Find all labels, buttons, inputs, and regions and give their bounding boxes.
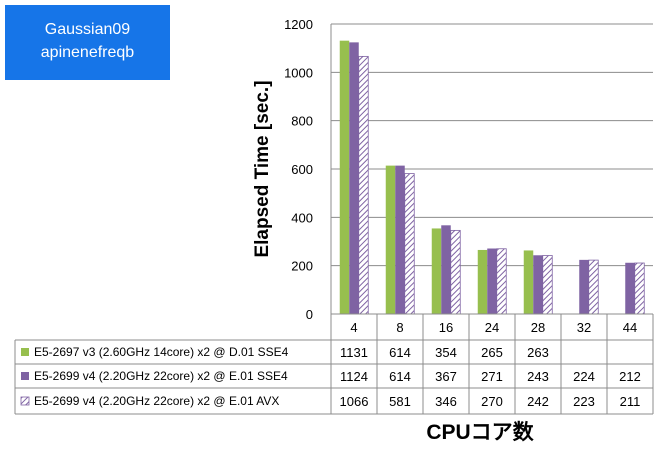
bar-series-3 (542, 255, 553, 315)
data-label: 224 (573, 369, 595, 384)
legend-key-1 (21, 348, 29, 356)
legend-entry: E5-2699 v4 (2.20GHz 22core) x2 @ E.01 AV… (34, 394, 279, 408)
bar-series-2 (349, 42, 359, 314)
bar-series-2 (533, 255, 543, 314)
data-label: 1131 (340, 345, 368, 360)
bar-series-2 (579, 259, 589, 314)
data-label: 223 (573, 394, 595, 409)
x-tick-label: 28 (531, 320, 545, 335)
y-tick-label: 400 (291, 210, 313, 225)
bar-series-3 (358, 55, 369, 315)
y-tick-label: 1200 (284, 17, 313, 32)
x-tick-label: 24 (485, 320, 499, 335)
data-label: 1066 (340, 394, 369, 409)
y-tick-label: 1000 (284, 65, 313, 80)
bar-series-3 (450, 229, 461, 315)
x-tick-label: 8 (396, 320, 403, 335)
x-tick-label: 44 (623, 320, 637, 335)
y-axis-label: Elapsed Time [sec.] (252, 80, 273, 257)
data-label: 242 (527, 394, 549, 409)
title-line-2: apinenefreqb (40, 44, 135, 61)
bar-series-2 (625, 262, 635, 314)
bar-series-1 (385, 165, 396, 314)
bar-series-3 (634, 262, 645, 315)
bar-series-1 (523, 250, 534, 314)
bar-series-1 (477, 249, 488, 314)
data-label: 271 (481, 369, 503, 384)
bar-series-3 (496, 248, 507, 315)
x-axis-label: CPUコア数 (426, 421, 534, 444)
legend-key-2 (21, 372, 29, 380)
bar-series-2 (487, 248, 497, 314)
y-tick-label: 0 (306, 307, 313, 322)
x-tick-label: 32 (577, 320, 591, 335)
data-label: 243 (527, 369, 549, 384)
y-tick-label: 600 (291, 162, 313, 177)
bar-series-1 (431, 228, 442, 314)
data-label: 211 (620, 394, 641, 409)
legend-entry: E5-2699 v4 (2.20GHz 22core) x2 @ E.01 SS… (34, 369, 288, 383)
bar-series-2 (441, 225, 451, 314)
data-label: 581 (389, 394, 411, 409)
data-label: 1124 (340, 369, 368, 384)
chart-title-box: Gaussian09 apinenefreqb (5, 5, 170, 80)
title-line-1: Gaussian09 (44, 21, 131, 38)
data-label: 614 (389, 369, 411, 384)
data-label: 367 (435, 369, 457, 384)
x-tick-label: 4 (350, 320, 357, 335)
y-tick-label: 200 (291, 259, 313, 274)
data-label: 212 (619, 369, 641, 384)
x-tick-label: 16 (439, 320, 453, 335)
data-label: 263 (527, 345, 549, 360)
bar-series-3 (404, 173, 415, 315)
data-label: 270 (481, 394, 503, 409)
data-label: 265 (481, 345, 503, 360)
data-label: 346 (435, 394, 457, 409)
y-tick-label: 800 (291, 114, 313, 129)
legend-entry: E5-2697 v3 (2.60GHz 14core) x2 @ D.01 SS… (34, 345, 289, 359)
bar-series-3 (588, 259, 599, 315)
bar-series-2 (395, 165, 405, 314)
data-label: 614 (389, 345, 411, 360)
bar-series-1 (339, 40, 350, 315)
legend-key-3 (20, 396, 30, 406)
data-label: 354 (435, 345, 457, 360)
